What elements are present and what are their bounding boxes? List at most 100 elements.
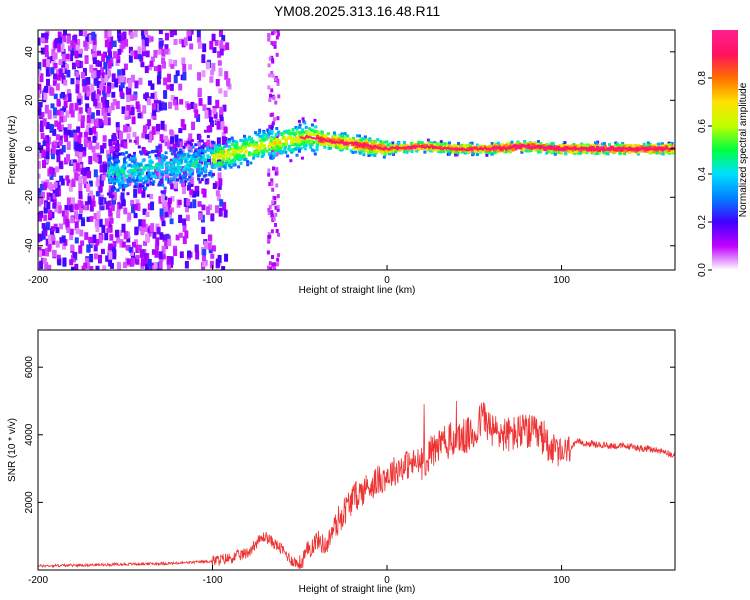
spectrogram-noise-cell bbox=[223, 126, 228, 134]
spectrogram-noise-cell bbox=[157, 64, 162, 73]
spectrogram-ridge-cell bbox=[360, 149, 364, 153]
spectrogram-ridge-cell bbox=[313, 152, 317, 156]
spectrogram-ridge-cell bbox=[655, 151, 659, 155]
spectrogram-noise-cell bbox=[122, 31, 127, 38]
spectrogram-ridge-cell bbox=[144, 164, 148, 168]
spectrogram-ridge-cell bbox=[288, 148, 292, 152]
spectrogram-ridge-cell bbox=[455, 145, 459, 149]
spectrogram-noise-cell bbox=[96, 80, 101, 89]
spectrogram-ridge-cell bbox=[233, 155, 237, 159]
spectrogram-ridge-cell bbox=[162, 157, 166, 161]
spectrogram-noise-cell bbox=[78, 183, 83, 192]
spectrogram-ridge-cell bbox=[627, 144, 631, 148]
spectrogram-ridge-cell bbox=[211, 173, 215, 177]
spectrogram-noise-cell bbox=[188, 201, 193, 209]
spectrogram-noise-cell bbox=[144, 30, 149, 36]
spectrogram-noise-cell bbox=[115, 100, 120, 110]
spectrogram-ridge-cell bbox=[217, 156, 221, 160]
spectrogram-noise-cell bbox=[44, 104, 49, 114]
spectrogram-noise-cell bbox=[135, 199, 140, 206]
spectrogram-noise-cell bbox=[82, 175, 87, 185]
y-tick-label: 4000 bbox=[24, 423, 35, 446]
spectrogram-noise-cell bbox=[209, 260, 214, 269]
spectrogram-noise-cell bbox=[61, 61, 66, 68]
spectrogram-noise-cell bbox=[220, 121, 225, 130]
spectrogram-noise-cell bbox=[109, 36, 114, 46]
spectrogram-ridge-cell bbox=[310, 128, 314, 132]
spectrogram-ridge-cell bbox=[613, 150, 617, 154]
spectrogram-noise-cell bbox=[159, 208, 164, 217]
spectrogram-ridge-cell bbox=[509, 150, 513, 154]
spectrogram-ridge-cell bbox=[315, 134, 319, 138]
spectrogram-noise-cell bbox=[196, 30, 201, 38]
spectrogram-noise-cell bbox=[67, 45, 72, 52]
spectrogram-ridge-cell bbox=[212, 150, 216, 154]
spectrogram-ridge-cell bbox=[174, 169, 178, 173]
spectrogram-noise-cell bbox=[84, 57, 89, 64]
spectrogram-ridge-cell bbox=[621, 147, 625, 151]
spectrogram-streak-cell bbox=[276, 78, 280, 83]
spectrogram-ridge-cell bbox=[655, 144, 659, 148]
spectrogram-ridge-cell bbox=[570, 150, 574, 154]
spectrogram-ridge-cell bbox=[510, 140, 514, 144]
spectrogram-noise-cell bbox=[143, 223, 148, 233]
spectrogram-streak-cell bbox=[273, 200, 277, 205]
spectrogram-ridge-cell bbox=[475, 152, 479, 156]
spectrogram-ridge-cell bbox=[322, 136, 326, 140]
spectrogram-noise-cell bbox=[97, 102, 102, 109]
spectrogram-ridge-cell bbox=[180, 150, 184, 154]
spectrogram-ridge-cell bbox=[216, 146, 220, 150]
spectrogram-noise-cell bbox=[104, 218, 109, 227]
spectrogram-noise-cell bbox=[44, 37, 49, 43]
spectrogram-ridge-cell bbox=[652, 149, 656, 153]
spectrogram-ridge-cell bbox=[117, 153, 121, 157]
spectrogram-noise-cell bbox=[40, 47, 45, 55]
spectrogram-ridge-cell bbox=[592, 143, 596, 147]
spectrogram-noise-cell bbox=[100, 78, 105, 85]
spectrogram-noise-cell bbox=[40, 120, 45, 126]
spectrogram-ridge-cell bbox=[478, 150, 482, 154]
spectrogram-noise-cell bbox=[58, 139, 63, 146]
spectrogram-noise-cell bbox=[42, 258, 47, 265]
spectrogram-ridge-cell bbox=[315, 139, 319, 143]
spectrogram-ridge-cell bbox=[340, 139, 344, 143]
spectrogram-streak-cell bbox=[270, 55, 274, 60]
spectrogram-noise-cell bbox=[53, 93, 58, 100]
spectrogram-ridge-cell bbox=[273, 154, 277, 158]
spectrogram-ridge-cell bbox=[223, 144, 227, 148]
spectrogram-ridge-cell bbox=[298, 143, 302, 147]
spectrogram-ridge-cell bbox=[628, 150, 632, 154]
spectrogram-noise-cell bbox=[218, 88, 223, 94]
spectrogram-ridge-cell bbox=[231, 150, 235, 154]
spectrogram-noise-cell bbox=[164, 211, 169, 217]
spectrogram-noise-cell bbox=[138, 183, 143, 192]
spectrogram-noise-cell bbox=[108, 212, 113, 221]
spectrogram-ridge-cell bbox=[213, 155, 217, 159]
spectrogram-ridge-cell bbox=[116, 157, 120, 161]
spectrogram-noise-cell bbox=[46, 59, 51, 68]
x-tick-label: 0 bbox=[384, 275, 390, 286]
spectrogram-ridge-cell bbox=[643, 145, 647, 149]
spectrogram-noise-cell bbox=[209, 76, 214, 83]
spectrogram-noise-cell bbox=[108, 257, 113, 267]
spectrogram-noise-cell bbox=[197, 36, 202, 43]
spectrogram-ridge-cell bbox=[386, 143, 390, 147]
spectrogram-ridge-cell bbox=[196, 151, 200, 155]
spectrogram-ridge-cell bbox=[308, 143, 312, 147]
spectrogram-ridge-cell bbox=[511, 147, 515, 151]
spectrogram-ridge-cell bbox=[147, 151, 151, 155]
spectrogram-ridge-cell bbox=[463, 151, 467, 155]
spectrogram-ridge-cell bbox=[379, 143, 383, 147]
spectrogram-ridge-cell bbox=[209, 151, 213, 155]
spectrogram-ridge-cell bbox=[270, 143, 274, 147]
spectrogram-noise-cell bbox=[205, 61, 210, 70]
spectrogram-ridge-cell bbox=[279, 151, 283, 155]
spectrogram-noise-cell bbox=[163, 199, 168, 207]
spectrogram-noise-cell bbox=[78, 132, 83, 138]
spectrogram-noise-cell bbox=[156, 149, 161, 157]
snr-frame bbox=[37, 329, 676, 571]
spectrogram-noise-cell bbox=[227, 83, 232, 90]
spectrogram-noise-cell bbox=[53, 142, 58, 148]
spectrogram-ridge-cell bbox=[254, 150, 258, 154]
spectrogram-noise-cell bbox=[180, 119, 185, 128]
